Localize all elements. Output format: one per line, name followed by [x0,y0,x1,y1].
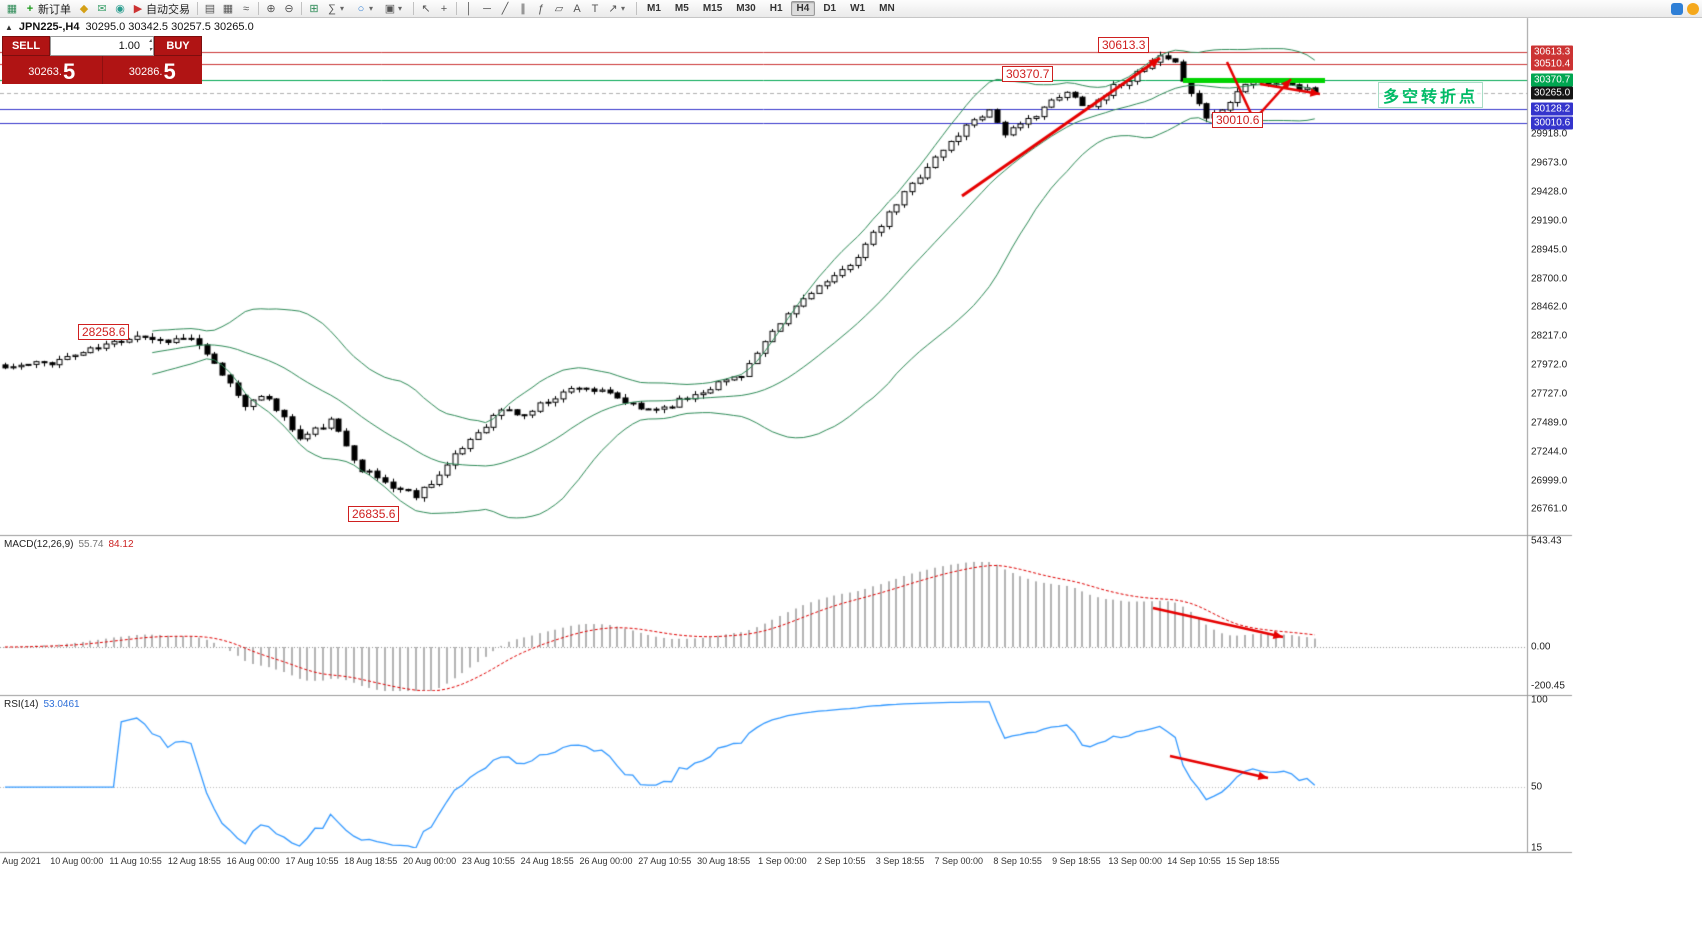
auto-trading-label: 自动交易 [146,3,190,16]
horizontal-line-icon[interactable]: ─ [483,2,491,15]
templates-button[interactable]: ▣ ▾ [381,1,410,17]
volume-field[interactable]: 1.00 ▴ ▾ [50,36,154,56]
timeframe-d1[interactable]: D1 [823,3,837,14]
templates-icon: ▣ [384,3,396,15]
tile-windows-icon[interactable]: ⊞ [309,3,319,15]
sell-price-prefix: 30263. [28,66,62,78]
bull-bear-turning-point-annotation[interactable]: 多空转折点 [1378,82,1484,108]
zoom-in-icon[interactable]: ⊕ [266,3,276,15]
trendline-icon[interactable]: ╱ [501,3,509,15]
coin-icon[interactable]: ◆ [79,3,89,15]
caret-down-icon: ▾ [369,4,374,13]
text-label-icon[interactable]: T [591,2,599,15]
toolbar: ▦ + 新订单 ◆ ✉ ◉ ▶ 自动交易 ▤ ▦ ≈ ⊕ ⊖ ⊞ ∑ ▾ ○ ▾… [0,0,1702,18]
play-icon: ▶ [133,3,143,15]
chart-symbol-info: ▲ JPN225-,H4 30295.0 30342.5 30257.5 302… [5,21,254,33]
sell-button[interactable]: SELL [2,36,50,56]
macd-value-2: 84.12 [108,539,134,550]
timeframe-mn[interactable]: MN [879,3,895,14]
rsi-name: RSI(14) [4,699,39,710]
toolbar-separator [301,2,302,15]
macd-indicator-label: MACD(12,26,9) 55.74 84.12 [4,539,134,550]
caret-down-icon: ▾ [340,4,345,13]
ohlc-values: 30295.0 30342.5 30257.5 30265.0 [85,21,254,33]
arrows-button[interactable]: ↗ ▾ [604,1,633,17]
timeframe-m30[interactable]: M30 [736,3,756,14]
auto-trading-button[interactable]: ▶ 自动交易 [129,1,194,17]
candlestick-chart-icon[interactable]: ▦ [222,3,234,15]
timeframe-h1[interactable]: H1 [769,3,783,14]
vertical-line-icon[interactable]: │ [465,2,473,15]
toolbar-separator [636,2,637,15]
toolbar-separator [197,2,198,15]
collapse-trade-panel-icon[interactable]: ▲ [5,22,13,32]
crosshair-icon[interactable]: + [440,2,448,15]
caret-down-icon: ▾ [398,4,403,13]
sell-price-big-digit: 5 [62,59,76,84]
messages-icon[interactable] [1671,2,1683,15]
spin-down-icon[interactable]: ▾ [148,47,152,53]
globe-icon[interactable]: ◉ [115,3,125,15]
mail-icon[interactable]: ✉ [97,3,107,15]
buy-price-big-digit: 5 [163,59,176,84]
toolbar-separator [258,2,259,15]
fibonacci-icon[interactable]: ƒ [537,2,545,15]
rsi-value: 53.0461 [43,699,80,710]
zoom-out-icon[interactable]: ⊖ [284,3,294,15]
new-order-icon: + [26,2,34,15]
caret-down-icon: ▾ [621,4,626,13]
timeframe-w1[interactable]: W1 [850,3,866,14]
timeframe-m1[interactable]: M1 [647,3,661,14]
macd-name: MACD(12,26,9) [4,539,74,550]
toolbar-separator [413,2,414,15]
buy-price[interactable]: 30286. 5 [102,56,202,84]
alerts-icon[interactable] [1687,2,1699,15]
buy-price-prefix: 30286. [128,66,163,78]
line-chart-icon[interactable]: ≈ [242,2,250,15]
new-chart-icon[interactable]: ▦ [6,3,18,15]
volume-spinner[interactable]: ▴ ▾ [149,37,152,55]
timeframe-m5[interactable]: M5 [674,3,689,14]
toolbar-separator [456,2,457,15]
sell-price[interactable]: 30263. 5 [2,56,103,84]
shapes-icon[interactable]: ▱ [554,3,564,15]
volume-value: 1.00 [118,40,140,52]
indicators-button[interactable]: ∑ ▾ [323,1,352,17]
objects-icon: ○ [357,2,365,15]
new-order-label: 新订单 [38,3,71,16]
one-click-trading-panel: SELL 1.00 ▴ ▾ BUY 30263. 5 30286. 5 [2,36,202,84]
objects-button[interactable]: ○ ▾ [352,1,381,17]
timeframe-m15[interactable]: M15 [702,3,723,14]
macd-value-1: 55.74 [78,539,104,550]
symbol-name: JPN225-,H4 [18,21,80,33]
text-icon[interactable]: A [573,2,581,15]
rsi-indicator-label: RSI(14) 53.0461 [4,699,80,710]
timeframe-h4[interactable]: H4 [790,1,816,16]
cursor-icon[interactable]: ↖ [421,3,431,15]
new-order-button[interactable]: + 新订单 [21,1,75,17]
arrow-icon: ↗ [608,3,618,15]
bar-chart-icon[interactable]: ▤ [204,3,216,15]
channel-icon[interactable]: ∥ [520,3,526,15]
indicators-icon: ∑ [328,2,336,15]
buy-button[interactable]: BUY [154,36,202,56]
spin-up-icon[interactable]: ▴ [148,38,152,44]
